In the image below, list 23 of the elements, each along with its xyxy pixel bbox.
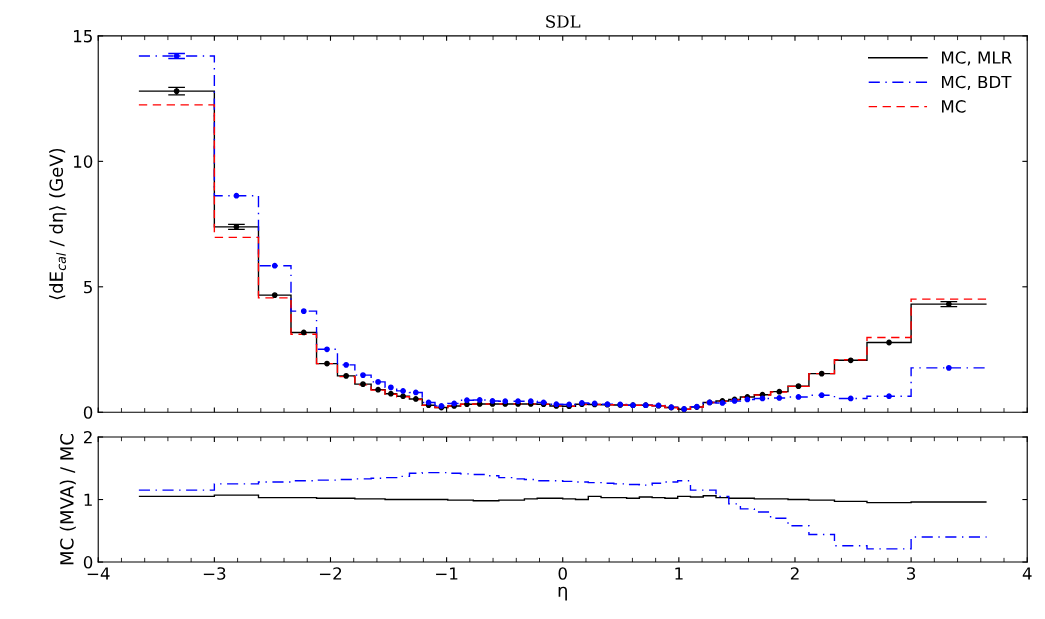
x-tick-label: 3 [907, 567, 916, 580]
x-tick-label: −3 [203, 567, 226, 580]
y-tick-label: 15 [73, 30, 92, 43]
legend-label: MC, BDT [942, 75, 1012, 90]
y-tick-label: 0 [83, 556, 93, 569]
legend-label: MC [942, 100, 966, 113]
y-tick-label: 2 [83, 430, 92, 444]
x-tick-label: 1 [675, 567, 683, 580]
x-tick-label: 0 [558, 567, 567, 580]
legend-label: MC, MLR [942, 51, 1012, 66]
x-tick-label: 2 [790, 567, 799, 580]
chart-title: SDL [546, 15, 581, 28]
y-axis-title: MC (MVA) / MC [59, 434, 76, 565]
x-axis-title: η [558, 586, 567, 601]
y-tick-label: 10 [73, 155, 93, 168]
x-tick-label: −2 [319, 567, 342, 580]
x-tick-label: −4 [87, 567, 110, 580]
y-tick-label: 0 [83, 406, 93, 419]
x-tick-label: −1 [436, 567, 458, 580]
y-axis-title: ⟨dE$_{cal}$ / dη⟩ (GeV) [49, 148, 67, 300]
y-tick-label: 1 [84, 493, 92, 506]
x-tick-label: 4 [1022, 567, 1032, 580]
y-tick-label: 5 [84, 280, 92, 294]
